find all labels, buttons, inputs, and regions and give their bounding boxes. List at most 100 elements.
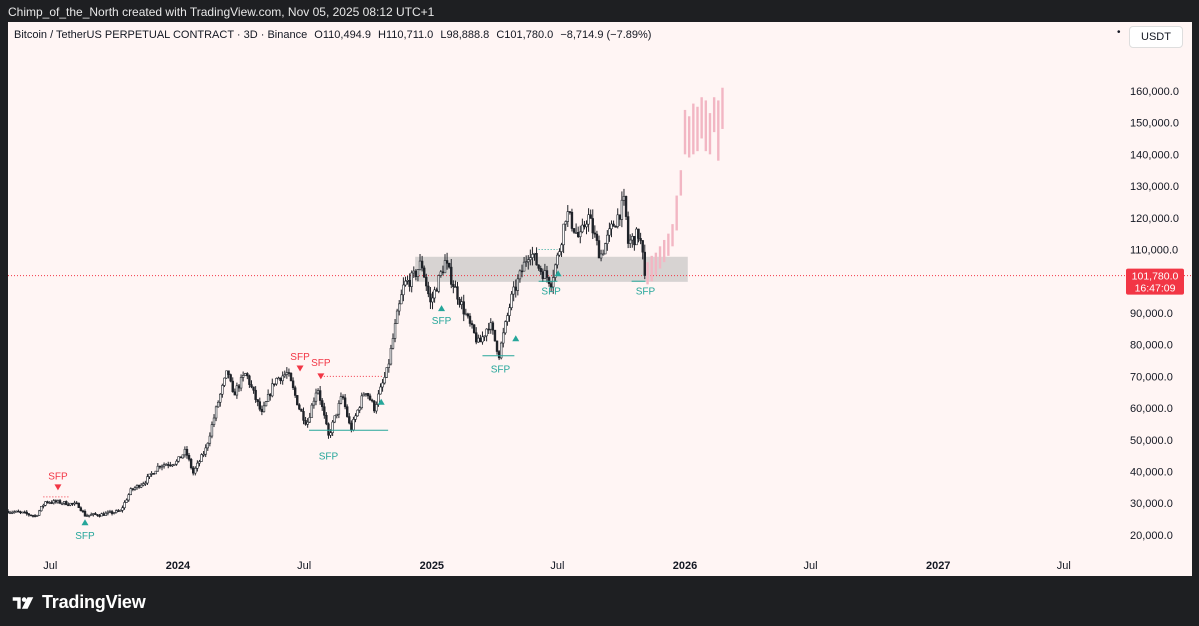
candle-body	[337, 403, 341, 415]
x-tick-label: 2025	[420, 560, 444, 572]
candle-body	[335, 413, 338, 417]
candle-body	[452, 284, 455, 288]
y-tick-label: 120,000.0	[1130, 213, 1179, 225]
candle-body	[566, 211, 569, 222]
candle-body	[420, 260, 424, 269]
change-value: −8,714.9 (−7.89%)	[560, 29, 652, 41]
candle-body	[260, 408, 264, 413]
candle-body	[408, 279, 411, 287]
candle-body	[142, 483, 145, 486]
candle-body	[162, 464, 166, 467]
candle-body	[608, 228, 611, 236]
candle-body	[470, 323, 474, 326]
triangle-down-icon	[54, 484, 62, 491]
candle-body	[531, 253, 534, 258]
candle-body	[148, 473, 151, 477]
projection-candle	[650, 255, 653, 282]
projection-candle	[658, 246, 662, 269]
candle-body	[90, 514, 93, 516]
candle-body	[177, 456, 180, 462]
y-tick-label: 150,000.0	[1130, 118, 1179, 130]
candle-body	[499, 342, 503, 359]
candle-body	[229, 374, 232, 382]
candle-body	[572, 228, 576, 233]
triangle-up-icon	[554, 270, 562, 277]
candle-body	[341, 396, 345, 399]
candle-body	[477, 337, 480, 343]
candle-body	[269, 394, 272, 397]
candle-body	[167, 464, 170, 466]
candle-body	[589, 214, 592, 219]
candle-body	[375, 404, 378, 412]
candle-body	[314, 392, 318, 402]
candle-body	[160, 465, 164, 468]
sfp-label: SFP	[541, 287, 561, 298]
candle-body	[96, 514, 99, 516]
sfp-label: SFP	[491, 364, 511, 375]
x-tick-label: 2026	[673, 560, 697, 572]
candle-body	[214, 406, 218, 419]
candle-body	[593, 232, 597, 235]
candle-body	[44, 501, 47, 506]
sfp-label: SFP	[311, 358, 331, 369]
candle-body	[321, 400, 324, 408]
chart-panel[interactable]: SFP SFP SFP SFP SFP SFP SFP SFP SFP 20,000.0 30,00…	[8, 22, 1192, 576]
x-tick-label: Jul	[550, 560, 564, 572]
candle-body	[300, 408, 303, 412]
candle-body	[40, 505, 43, 512]
candle-body	[79, 507, 83, 512]
projection-candles	[646, 87, 724, 285]
candle-body	[139, 484, 143, 488]
candle-body	[381, 382, 384, 388]
projection-candle	[700, 97, 703, 139]
candle-body	[115, 510, 118, 513]
candle-body	[318, 390, 322, 401]
candle-body	[216, 401, 220, 408]
currency-button[interactable]: USDT	[1129, 26, 1183, 48]
candle-body	[146, 476, 149, 484]
candle-body	[38, 510, 41, 516]
candle-body	[637, 228, 640, 239]
candle-body	[48, 502, 51, 504]
candle-body	[624, 195, 628, 217]
candle-body	[129, 488, 132, 495]
candle-body	[460, 301, 463, 305]
candle-body	[568, 211, 572, 213]
projection-candle	[696, 106, 699, 152]
candle-body	[458, 298, 461, 305]
candle-body	[31, 515, 35, 517]
candle-body	[123, 502, 126, 509]
candle-body	[479, 337, 482, 343]
candle-body	[539, 268, 542, 273]
candle-body	[560, 244, 563, 252]
candle-body	[19, 511, 22, 514]
projection-candle	[671, 224, 674, 247]
x-tick-label: Jul	[804, 560, 818, 572]
candle-body	[364, 393, 368, 395]
y-tick-label: 60,000.0	[1130, 403, 1173, 415]
symbol-title[interactable]: Bitcoin / TetherUS PERPETUAL CONTRACT · …	[14, 29, 308, 41]
candle-body	[293, 387, 297, 396]
candle-body	[231, 380, 234, 393]
candle-body	[289, 372, 293, 382]
candle-body	[285, 372, 289, 375]
candle-body	[106, 511, 110, 514]
candle-body	[435, 289, 438, 292]
menu-dot-icon[interactable]: •	[1117, 27, 1121, 38]
y-tick-label: 130,000.0	[1130, 181, 1179, 193]
candle-body	[181, 454, 185, 459]
sfp-label: SFP	[319, 452, 339, 463]
candle-body	[135, 485, 139, 489]
candle-body	[400, 294, 403, 305]
triangle-down-icon	[317, 373, 325, 380]
candle-body	[150, 473, 153, 475]
candle-body	[262, 405, 266, 413]
projection-candle	[721, 87, 724, 129]
projection-candle	[708, 113, 712, 155]
candle-body	[8, 510, 10, 514]
tradingview-logo[interactable]: TradingView	[10, 592, 146, 613]
projection-candle	[692, 103, 695, 155]
candle-body	[348, 416, 351, 424]
